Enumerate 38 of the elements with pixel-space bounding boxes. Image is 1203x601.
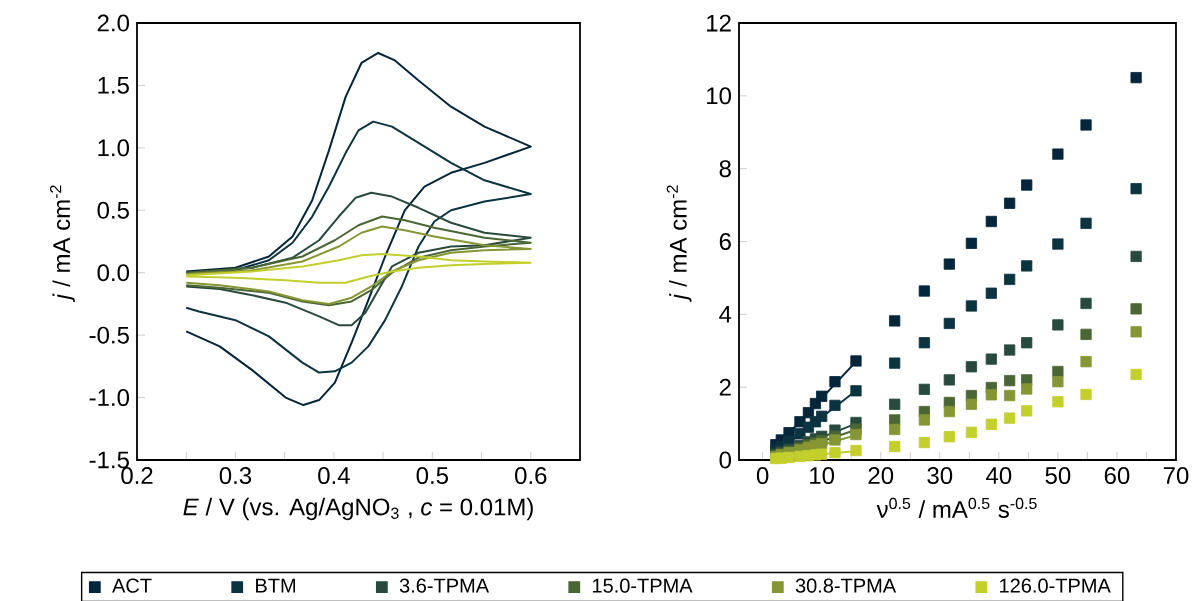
x-tick-label: 0.6 xyxy=(515,467,547,485)
y-tick-label: 1.5 xyxy=(98,77,129,94)
x-tick-label: 0 xyxy=(756,467,769,485)
x-tick-label: 30 xyxy=(927,467,953,485)
y-tick-label: 12 xyxy=(707,14,731,32)
x-axis-title: ν$^{0.5}$ / mA$^{0.5}$ s$^{-0.5}$ xyxy=(876,497,1037,518)
x-tick-label: 0.3 xyxy=(219,467,252,485)
x-tick-label: 60 xyxy=(1104,467,1130,485)
y-tick-label: 1.0 xyxy=(98,139,130,157)
y-axis-title: j / mA cm$^{-2}$ xyxy=(50,185,75,303)
x-tick-label: 20 xyxy=(868,467,894,485)
y-tick-label: 8 xyxy=(719,160,731,178)
y-tick-label: 4 xyxy=(719,306,732,323)
y-axis-title: j / mA cm$^{-2}$ xyxy=(666,185,692,303)
y-tick-label: -1.5 xyxy=(89,451,129,469)
x-tick-label: 0.5 xyxy=(416,467,448,485)
y-tick-label: 2 xyxy=(719,378,731,396)
y-tick-label: 2.0 xyxy=(97,14,130,32)
legend-label: 126.0-TPMA xyxy=(1000,578,1111,593)
y-tick-label: 0.5 xyxy=(97,201,129,219)
legend-label: 15.0-TPMA xyxy=(593,578,693,593)
legend-label: 3.6-TPMA xyxy=(399,578,490,593)
x-axis-title: E / V (vs. Ag/AgNO$_{3}$ , c = 0.01M) xyxy=(183,497,533,521)
y-tick-label: -1.0 xyxy=(89,389,130,407)
y-tick-label: 6 xyxy=(719,233,731,250)
legend-label: ACT xyxy=(112,578,152,593)
y-tick-label: 10 xyxy=(707,87,732,105)
x-tick-label: 40 xyxy=(986,467,1012,485)
x-tick-label: 10 xyxy=(810,467,835,485)
x-tick-label: 70 xyxy=(1163,467,1189,485)
x-tick-label: 50 xyxy=(1045,467,1071,485)
x-tick-label: 0.2 xyxy=(121,467,153,485)
legend-label: 30.8-TPMA xyxy=(795,578,897,593)
y-tick-label: 0.0 xyxy=(97,264,130,282)
y-tick-label: 0 xyxy=(719,451,732,469)
x-tick-label: 0.4 xyxy=(318,467,350,485)
y-tick-label: -0.5 xyxy=(89,326,129,344)
legend-label: BTM xyxy=(256,578,296,593)
